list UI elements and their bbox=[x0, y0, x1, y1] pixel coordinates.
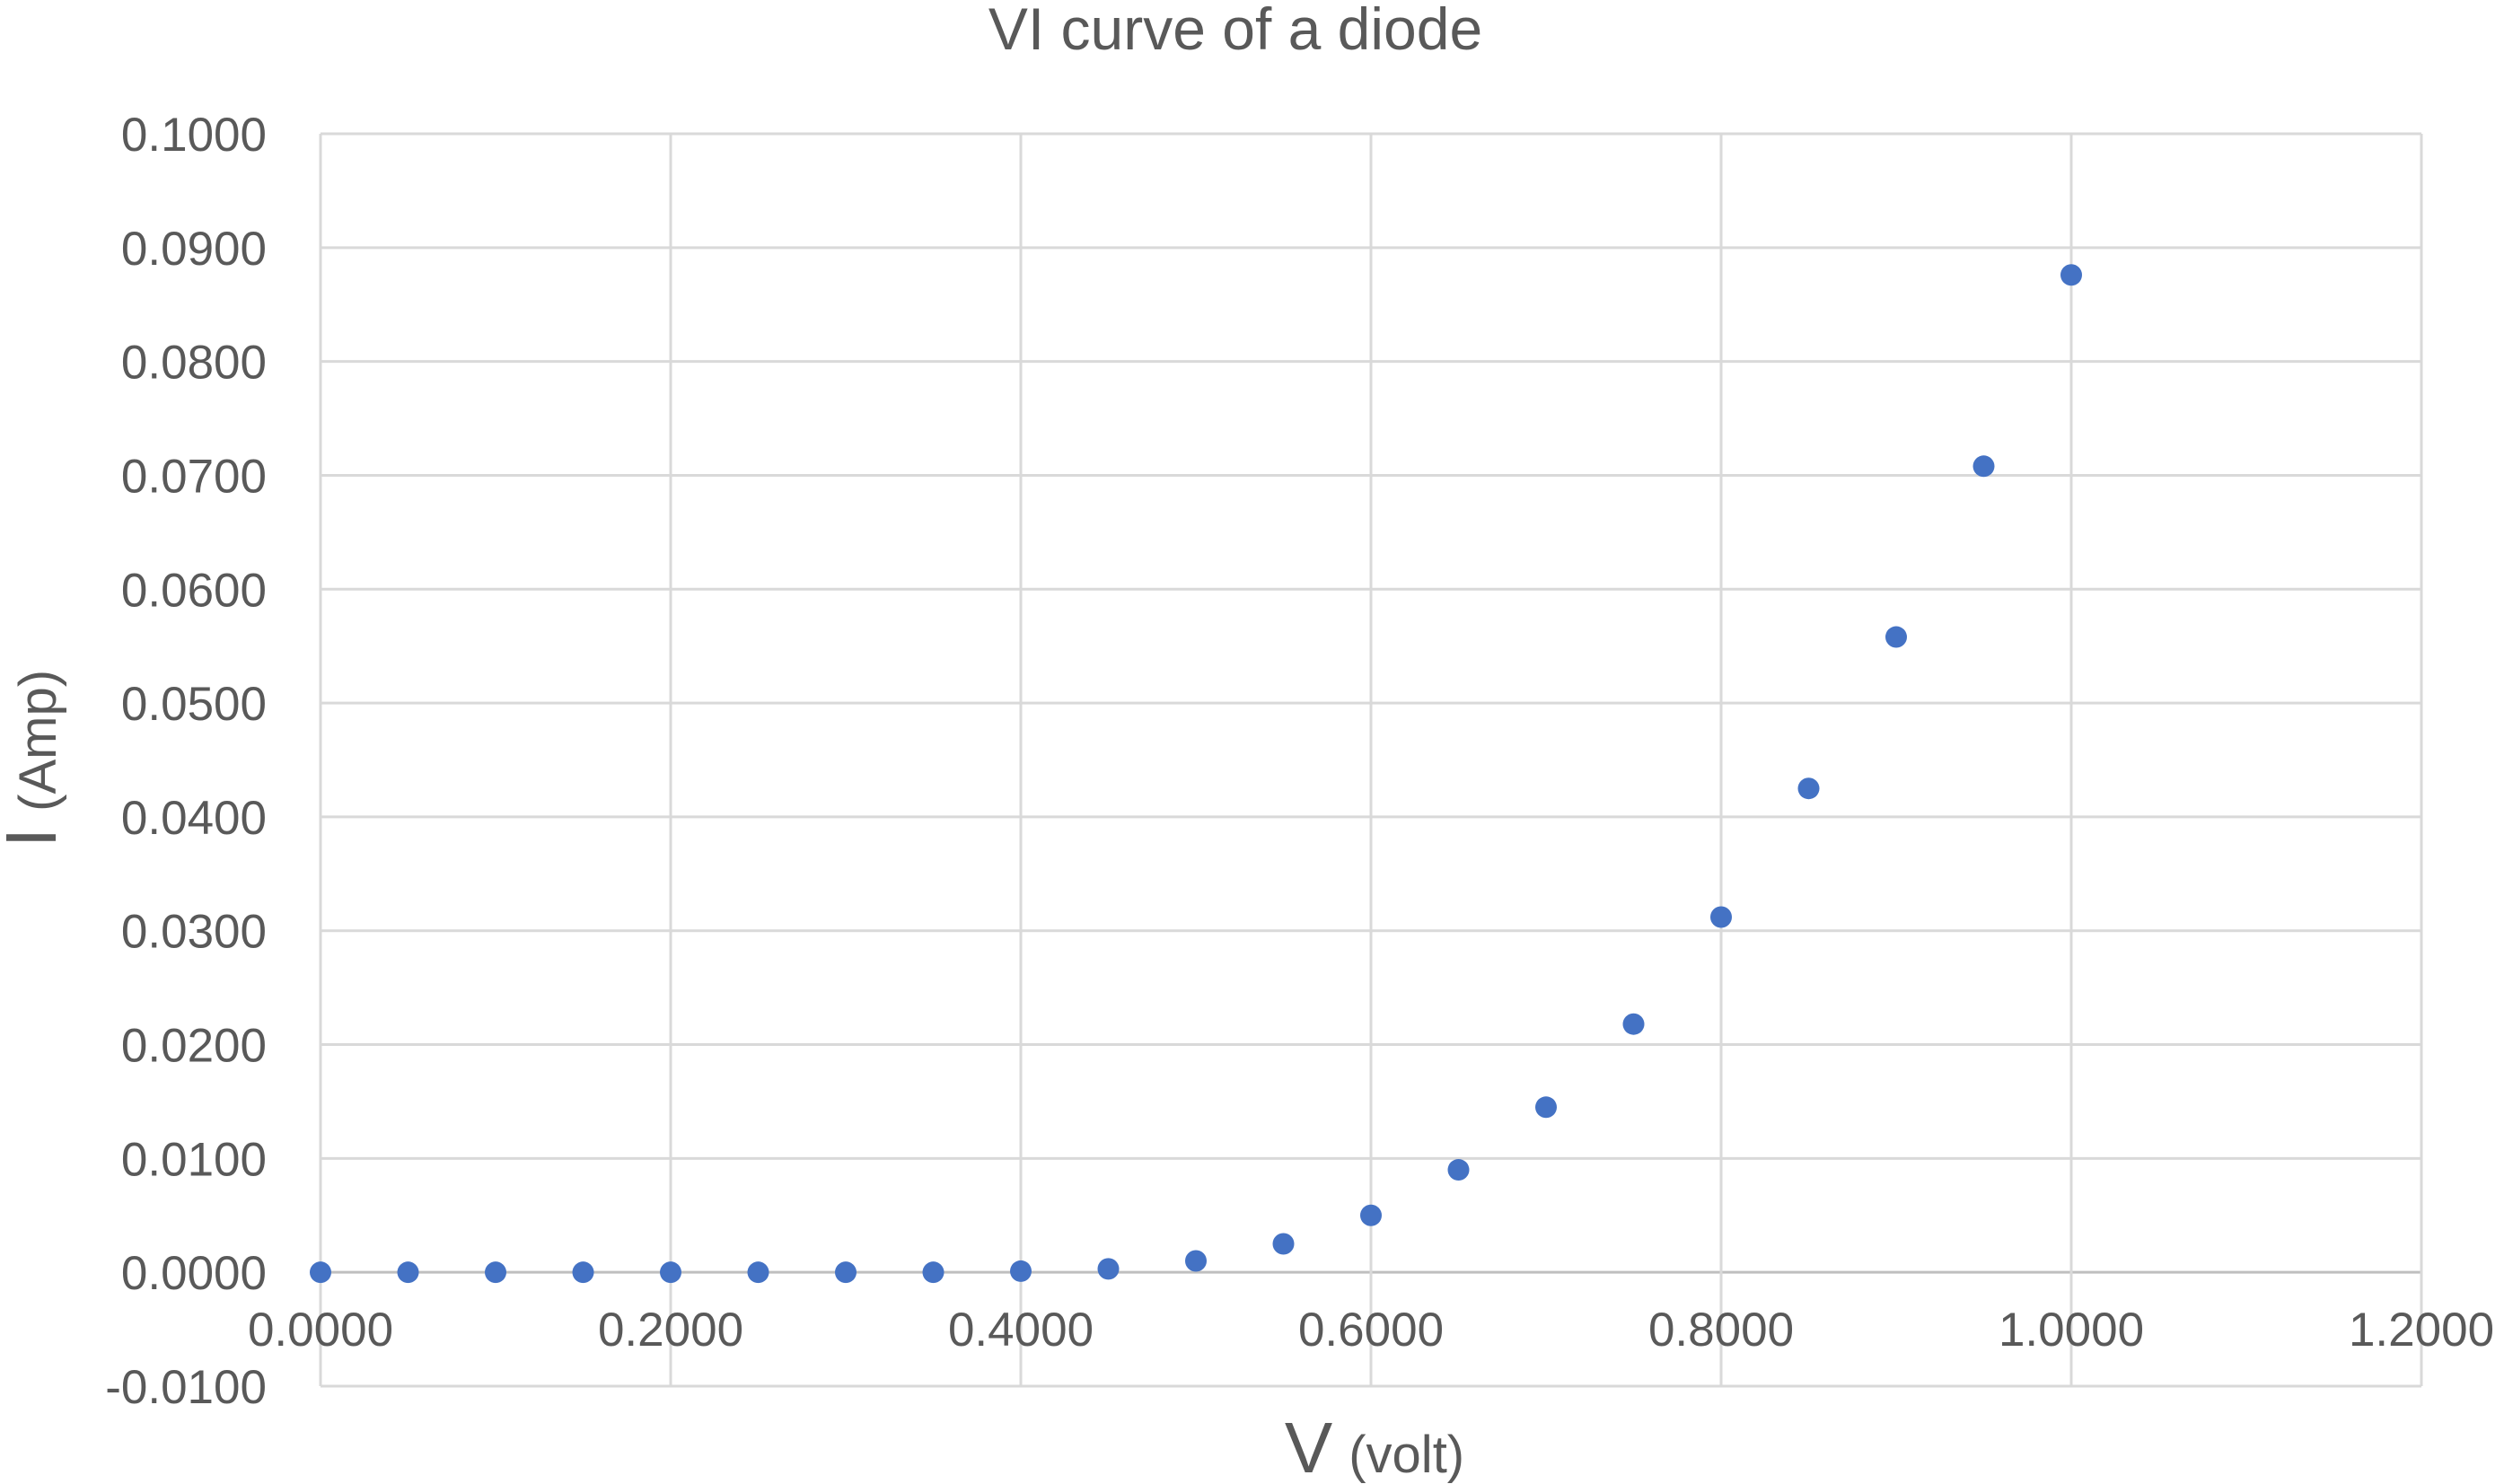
data-point-10 bbox=[1185, 1250, 1207, 1272]
data-point-3 bbox=[572, 1261, 594, 1284]
data-point-15 bbox=[1622, 1013, 1645, 1035]
data-point-5 bbox=[747, 1261, 769, 1284]
x-axis-title: V (volt) bbox=[1285, 1408, 1464, 1484]
data-point-9 bbox=[1097, 1258, 1120, 1280]
x-axis-tick-labels: 0.0000 0.2000 0.4000 0.6000 0.8000 1.0000 1.20… bbox=[248, 1304, 2494, 1357]
y-axis-title: I(Amp) bbox=[0, 670, 71, 847]
y-tick-label-11: 0.1000 bbox=[121, 109, 267, 162]
y-tick-label-10: 0.0900 bbox=[121, 223, 267, 276]
y-tick-label-3: 0.0200 bbox=[121, 1020, 267, 1073]
data-point-4 bbox=[660, 1261, 681, 1284]
y-tick-label-8: 0.0700 bbox=[121, 450, 267, 503]
data-point-0 bbox=[310, 1261, 331, 1284]
data-point-8 bbox=[1010, 1260, 1032, 1282]
data-point-13 bbox=[1447, 1159, 1470, 1181]
data-point-18 bbox=[1885, 626, 1907, 648]
x-tick-label-6: 1.2000 bbox=[2349, 1304, 2494, 1357]
data-point-14 bbox=[1535, 1096, 1557, 1119]
data-point-19 bbox=[1972, 455, 1995, 478]
y-tick-label-2: 0.0100 bbox=[121, 1133, 267, 1186]
y-tick-label-1: 0.0000 bbox=[121, 1247, 267, 1300]
data-point-6 bbox=[835, 1261, 857, 1284]
data-point-17 bbox=[1797, 777, 1820, 800]
y-axis-tick-labels: -0.0100 0.0000 0.0100 0.0200 0.0300 0.0400 0.0… bbox=[105, 109, 267, 1414]
y-tick-label-7: 0.0600 bbox=[121, 564, 267, 617]
data-point-1 bbox=[397, 1261, 419, 1284]
x-tick-label-5: 1.0000 bbox=[1999, 1304, 2144, 1357]
plot-area: -0.01000.00000.01000.02000.03000.04000.0… bbox=[105, 109, 2494, 1414]
y-tick-label-5: 0.0400 bbox=[121, 792, 267, 845]
y-tick-label-4: 0.0300 bbox=[121, 906, 267, 959]
x-tick-label-1: 0.2000 bbox=[598, 1304, 743, 1357]
gridlines bbox=[319, 132, 2423, 1388]
data-point-11 bbox=[1272, 1233, 1295, 1255]
x-tick-label-2: 0.4000 bbox=[948, 1304, 1094, 1357]
y-tick-label-0: -0.0100 bbox=[105, 1361, 267, 1414]
data-series bbox=[310, 264, 2082, 1284]
y-tick-label-6: 0.0500 bbox=[121, 678, 267, 731]
y-tick-label-9: 0.0800 bbox=[121, 337, 267, 390]
x-tick-label-0: 0.0000 bbox=[248, 1304, 393, 1357]
data-point-16 bbox=[1710, 906, 1732, 928]
x-tick-label-4: 0.8000 bbox=[1648, 1304, 1794, 1357]
data-point-12 bbox=[1360, 1204, 1382, 1226]
x-tick-label-3: 0.6000 bbox=[1298, 1304, 1444, 1357]
data-point-2 bbox=[485, 1261, 506, 1284]
data-point-20 bbox=[2060, 264, 2082, 286]
chart-title: VI curve of a diode bbox=[988, 0, 1482, 62]
data-point-7 bbox=[922, 1261, 944, 1284]
